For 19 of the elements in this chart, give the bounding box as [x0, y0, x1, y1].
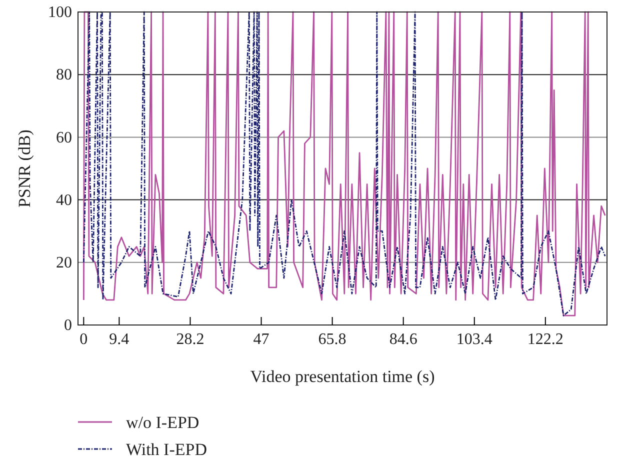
x-tick-label: 65.8 — [318, 331, 346, 348]
y-tick-label: 0 — [64, 317, 72, 334]
line-series — [82, 11, 606, 316]
x-axis-title: Video presentation time (s) — [250, 367, 435, 386]
x-tick-label: 84.6 — [389, 331, 418, 348]
x-tick-label: 9.4 — [109, 331, 130, 348]
legend-label: w/o I-EPD — [126, 412, 200, 432]
y-tick-label: 40 — [56, 192, 72, 209]
x-tick-label: 0 — [80, 331, 88, 348]
x-tick-label: 28.2 — [176, 331, 204, 348]
y-tick-label: 20 — [56, 254, 72, 272]
y-tick-label: 80 — [56, 66, 72, 84]
y-tick-label: 100 — [48, 4, 72, 22]
y-tick-label: 60 — [56, 129, 72, 146]
x-tick-label: 103.4 — [456, 331, 492, 348]
y-axis-title: PSNR (dB) — [15, 130, 34, 208]
x-tick-label: 47 — [253, 331, 270, 348]
x-tick-label: 122.2 — [527, 331, 564, 348]
legend-label: With I-EPD — [126, 440, 207, 459]
